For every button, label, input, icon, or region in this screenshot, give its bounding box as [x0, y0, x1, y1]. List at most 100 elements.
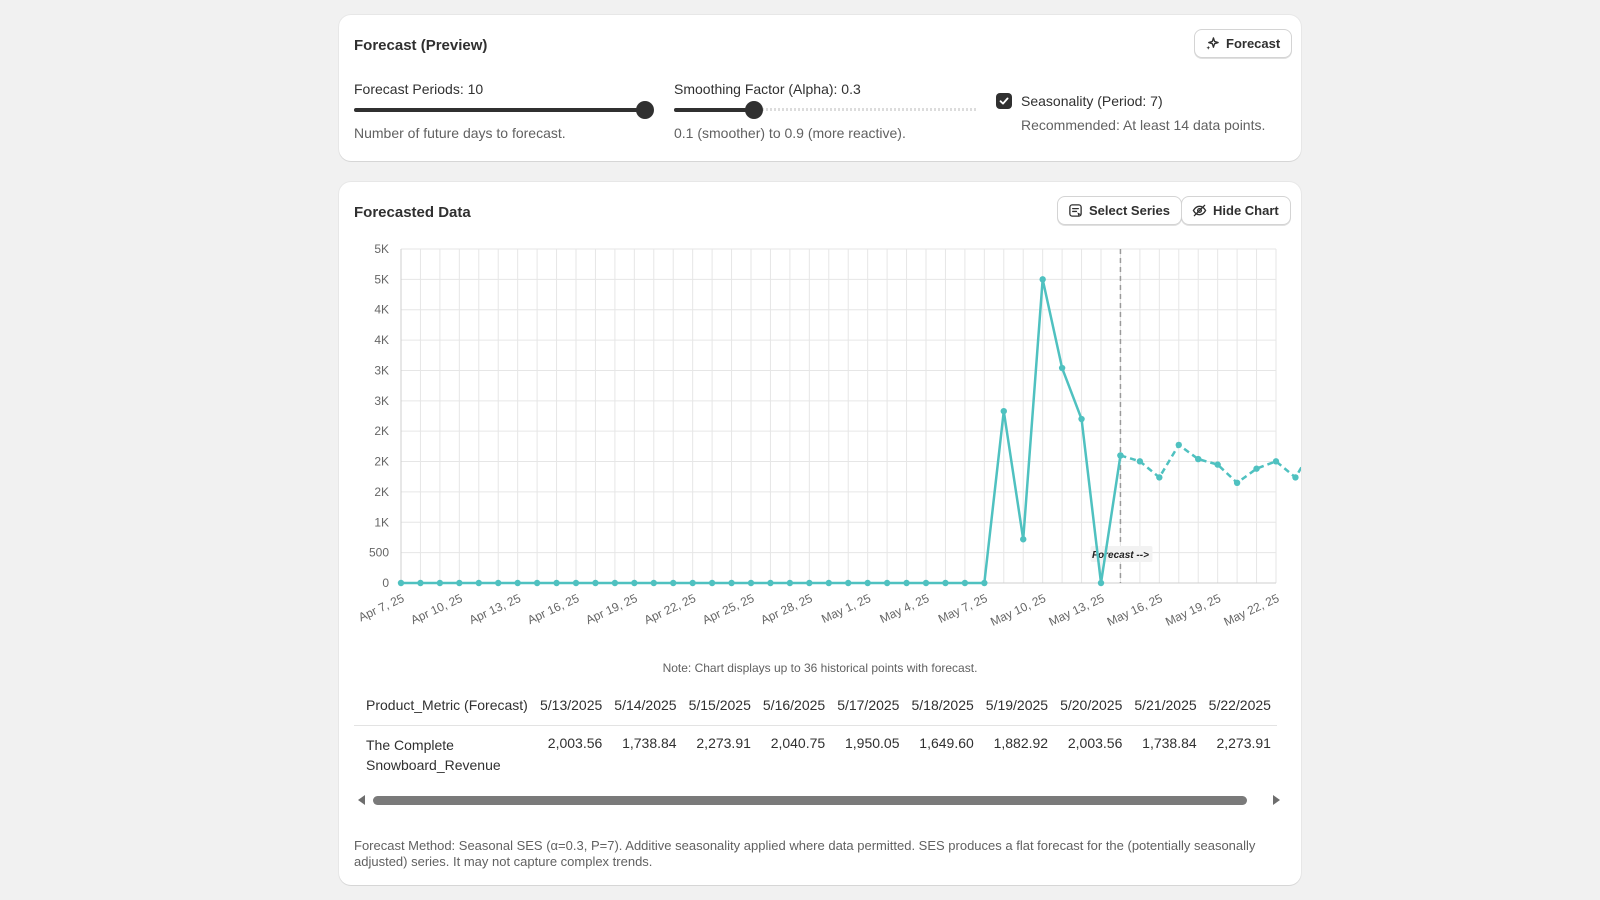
table-header-metric: Product_Metric (Forecast) [354, 685, 534, 726]
table-header-date: 5/14/2025 [608, 685, 683, 726]
eye-slash-icon [1192, 204, 1207, 217]
historical-data-point [1039, 276, 1046, 283]
chart-note: Note: Chart displays up to 36 historical… [662, 661, 978, 675]
y-tick-label: 4K [374, 333, 389, 347]
historical-data-point [747, 579, 755, 587]
forecast-button-label: Forecast [1226, 36, 1281, 51]
scrollbar-thumb[interactable] [373, 796, 1247, 805]
historical-data-point [456, 579, 463, 587]
smoothing-factor-label: Smoothing Factor (Alpha): 0.3 [674, 81, 861, 97]
forecasted-data-card: Forecasted Data Select Series Hide Chart… [339, 182, 1301, 885]
historical-data-point [436, 579, 444, 587]
table-cell-value: 1,738.84 [1142, 734, 1197, 751]
y-tick-label: 0 [382, 576, 389, 590]
x-tick-label: Apr 13, 25 [467, 591, 523, 627]
forecast-data-point [1195, 455, 1202, 463]
table-header-date: 5/19/2025 [979, 685, 1055, 726]
forecast-periods-label: Forecast Periods: 10 [354, 81, 484, 97]
x-tick-label: May 13, 25 [1047, 591, 1107, 629]
forecast-table: Product_Metric (Forecast) 5/13/2025 5/14/… [354, 685, 1277, 775]
y-tick-label: 5K [374, 272, 389, 286]
table-cell-value: 1,950.05 [844, 734, 900, 751]
forecast-data-point [1214, 461, 1221, 468]
table-cell-value: 2,273.91 [1216, 734, 1271, 751]
settings-title: Forecast (Preview) [354, 37, 488, 54]
table-header-date: 5/21/2025 [1128, 685, 1203, 726]
historical-data-point [1078, 415, 1085, 423]
historical-data-point [922, 579, 930, 587]
forecast-button[interactable]: Forecast [1194, 29, 1293, 58]
forecast-data-point [1253, 465, 1260, 472]
forecast-periods-help: Number of future days to forecast. [354, 125, 566, 141]
x-tick-label: Apr 16, 25 [525, 591, 581, 627]
historical-data-point [786, 579, 794, 587]
alpha-slider-thumb[interactable] [746, 102, 762, 118]
forecast-data-point [1175, 441, 1182, 449]
y-tick-label: 3K [374, 363, 389, 377]
x-tick-label: Apr 22, 25 [642, 591, 698, 627]
table-cell-value: 2,273.91 [696, 734, 751, 751]
x-tick-label: Apr 10, 25 [408, 591, 464, 627]
forecast-periods-slider[interactable] [354, 102, 653, 118]
historical-data-point [981, 579, 988, 587]
hide-chart-label: Hide Chart [1213, 203, 1279, 218]
forecast-data-point [1136, 458, 1144, 465]
alpha-slider-fill [674, 108, 754, 112]
historical-data-point [961, 579, 969, 587]
forecast-marker-label: Forecast --> [1092, 550, 1149, 561]
historical-data-point [806, 579, 813, 587]
table-horizontal-scrollbar[interactable] [354, 793, 1284, 807]
alpha-slider-track [674, 108, 978, 111]
forecast-data-point [1272, 458, 1280, 465]
table-header-date: 5/15/2025 [682, 685, 757, 726]
forecast-series-line [1120, 443, 1301, 485]
scroll-left-icon[interactable] [358, 795, 365, 805]
select-series-label: Select Series [1089, 203, 1170, 218]
seasonality-checkbox[interactable] [996, 93, 1012, 109]
x-tick-label: May 4, 25 [878, 591, 932, 626]
historical-data-point [1097, 579, 1105, 587]
forecast-data-point [1233, 479, 1241, 487]
historical-data-point [572, 579, 580, 587]
y-tick-label: 2K [374, 455, 389, 469]
seasonality-help: Recommended: At least 14 data points. [1021, 117, 1266, 133]
y-tick-label: 1K [374, 515, 389, 529]
x-tick-label: Apr 28, 25 [758, 591, 814, 627]
table-cell-value: 2,040.75 [770, 734, 826, 751]
historical-data-point [708, 579, 716, 587]
y-tick-label: 2K [374, 485, 389, 499]
historical-data-point [611, 579, 619, 587]
table-header-date: 5/17/2025 [831, 685, 906, 726]
historical-data-point [1058, 364, 1066, 372]
x-tick-label: May 22, 25 [1222, 591, 1282, 629]
historical-data-point [845, 579, 852, 587]
y-tick-label: 500 [369, 546, 389, 560]
y-tick-label: 5K [374, 242, 389, 256]
historical-data-point [689, 579, 696, 587]
x-tick-label: Apr 7, 25 [356, 591, 406, 624]
forecast-data-point [1117, 452, 1124, 459]
hide-chart-button[interactable]: Hide Chart [1181, 196, 1291, 225]
table-header-date: 5/22/2025 [1202, 685, 1277, 726]
smoothing-factor-slider[interactable] [674, 102, 978, 118]
historical-data-point [825, 579, 832, 587]
x-tick-label: May 1, 25 [819, 591, 873, 626]
forecast-data-point [1156, 474, 1163, 481]
historical-data-point [650, 579, 657, 587]
table-header-date: 5/16/2025 [756, 685, 832, 726]
select-series-button[interactable]: Select Series [1057, 196, 1182, 225]
historical-data-point [475, 579, 482, 587]
historical-data-point [1000, 407, 1007, 415]
forecast-method-text: Forecast Method: Seasonal SES (α=0.3, P=… [354, 838, 1256, 869]
x-tick-label: Apr 25, 25 [700, 591, 756, 627]
y-tick-label: 3K [374, 394, 389, 408]
historical-data-point [903, 579, 910, 587]
historical-data-point [397, 579, 405, 587]
sparkle-icon [1206, 37, 1219, 50]
historical-data-point [670, 579, 677, 587]
forecast-data-point [1292, 474, 1299, 481]
table-header-date: 5/18/2025 [905, 685, 980, 726]
scroll-right-icon[interactable] [1273, 795, 1280, 805]
table-cell-value: 2,003.56 [1067, 734, 1123, 751]
periods-slider-thumb[interactable] [637, 102, 653, 118]
